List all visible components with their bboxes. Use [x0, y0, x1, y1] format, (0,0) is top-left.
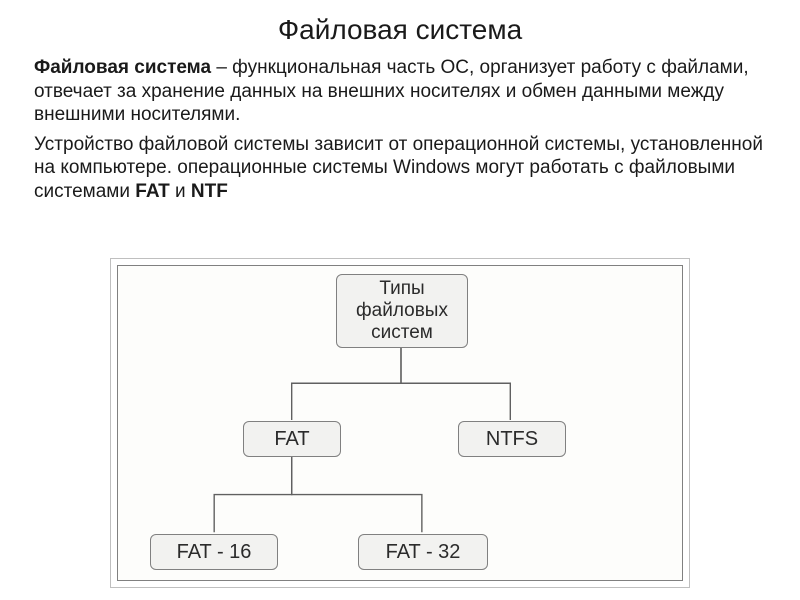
slide: Файловая система Файловая система – функ… — [0, 0, 800, 203]
edge-root-ntfs — [401, 347, 510, 420]
paragraph-2: Устройство файловой системы зависит от о… — [34, 133, 766, 204]
node-ntfs: NTFS — [458, 421, 566, 457]
edge-fat-fat16 — [214, 456, 292, 533]
edge-root-fat — [292, 347, 401, 420]
node-label: NTFS — [459, 428, 565, 451]
p2-b: FAT — [135, 181, 169, 202]
node-fat: FAT — [243, 421, 341, 457]
p2-d: NTF — [191, 181, 228, 202]
node-fat16: FAT - 16 — [150, 534, 278, 570]
node-root: Типыфайловыхсистем — [336, 274, 468, 348]
paragraph-1: Файловая система – функциональная часть … — [34, 56, 766, 127]
diagram-frame: Типыфайловыхсистем FAT NTFS FAT - 16 FAT - 3… — [110, 258, 690, 588]
page-title: Файловая система — [34, 14, 766, 46]
node-label: Типыфайловыхсистем — [337, 278, 467, 344]
edge-fat-fat32 — [292, 456, 422, 533]
term-bold: Файловая система — [34, 57, 211, 78]
diagram-canvas: Типыфайловыхсистем FAT NTFS FAT - 16 FAT - 3… — [117, 265, 683, 581]
node-fat32: FAT - 32 — [358, 534, 488, 570]
node-label: FAT - 16 — [151, 541, 277, 564]
node-label: FAT — [244, 428, 340, 451]
node-label: FAT - 32 — [359, 541, 487, 564]
p2-c: и — [170, 181, 191, 202]
